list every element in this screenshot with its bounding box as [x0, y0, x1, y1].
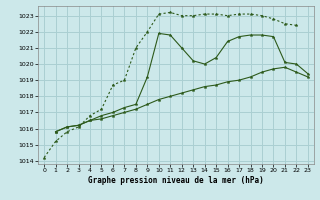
X-axis label: Graphe pression niveau de la mer (hPa): Graphe pression niveau de la mer (hPa) [88, 176, 264, 185]
